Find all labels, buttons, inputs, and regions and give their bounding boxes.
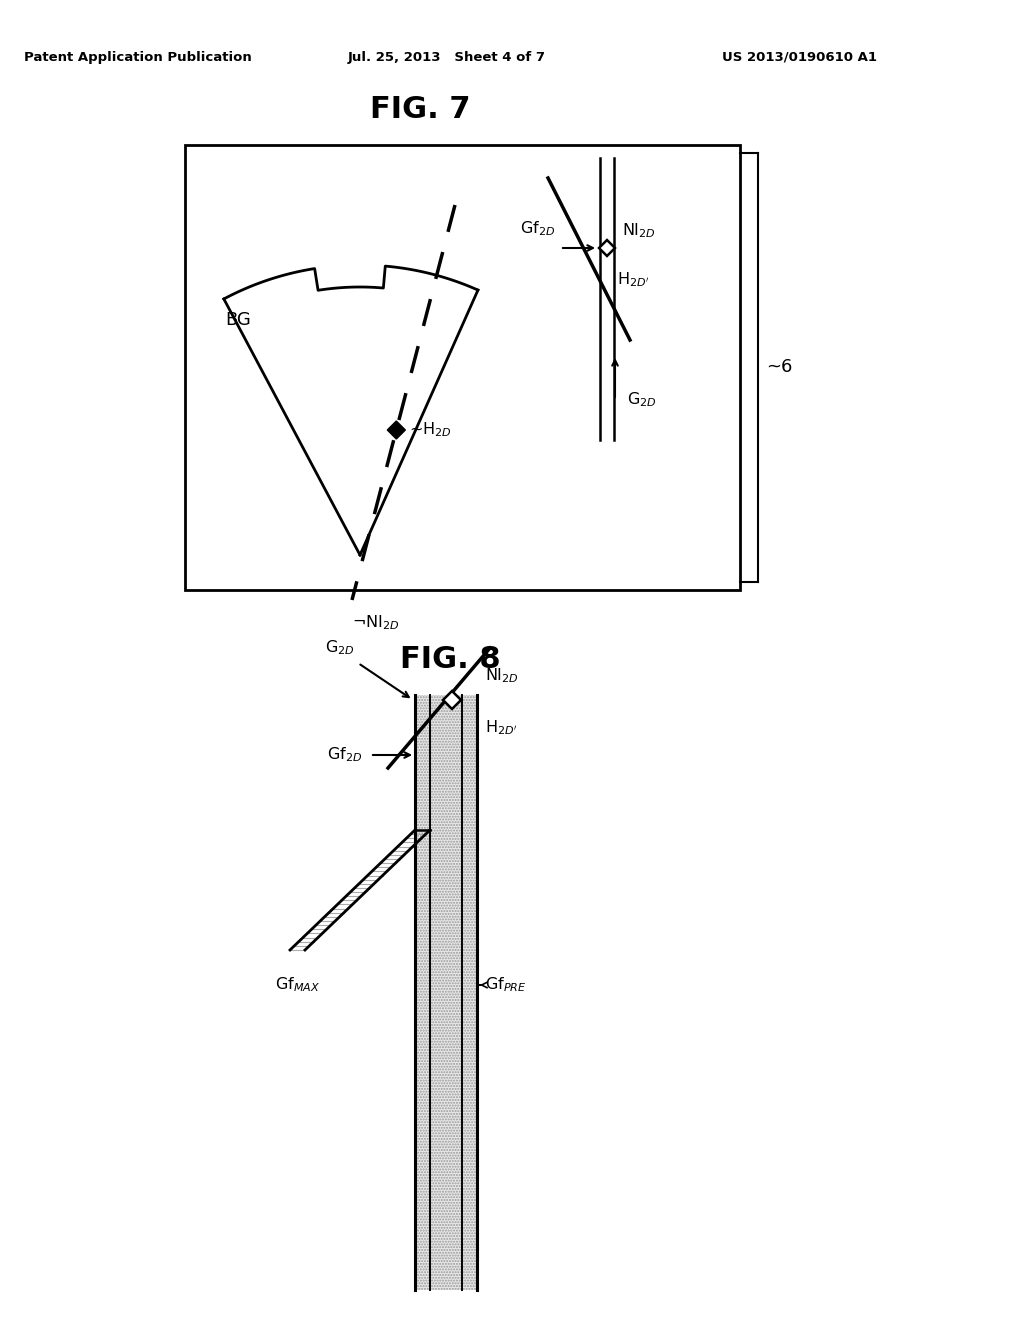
Text: US 2013/0190610 A1: US 2013/0190610 A1 bbox=[723, 50, 878, 63]
Text: $\neg$NI$_{2D}$: $\neg$NI$_{2D}$ bbox=[352, 612, 399, 632]
Text: Jul. 25, 2013   Sheet 4 of 7: Jul. 25, 2013 Sheet 4 of 7 bbox=[348, 50, 546, 63]
Text: H$_{2D'}$: H$_{2D'}$ bbox=[617, 271, 650, 289]
Text: G$_{2D}$: G$_{2D}$ bbox=[325, 639, 354, 657]
Bar bbox=[415, 696, 477, 1290]
Text: Patent Application Publication: Patent Application Publication bbox=[25, 50, 252, 63]
Polygon shape bbox=[443, 690, 461, 709]
Text: Gf$_{PRE}$: Gf$_{PRE}$ bbox=[485, 975, 526, 994]
Text: ~6: ~6 bbox=[766, 359, 793, 376]
Polygon shape bbox=[599, 240, 615, 256]
Text: NI$_{2D}$: NI$_{2D}$ bbox=[622, 222, 656, 240]
Bar bbox=[185, 145, 740, 590]
Polygon shape bbox=[387, 421, 406, 440]
Text: H$_{2D'}$: H$_{2D'}$ bbox=[485, 718, 518, 737]
Text: Gf$_{MAX}$: Gf$_{MAX}$ bbox=[275, 975, 321, 994]
Text: BG: BG bbox=[225, 312, 251, 329]
Text: ~H$_{2D}$: ~H$_{2D}$ bbox=[410, 421, 452, 440]
Text: FIG. 7: FIG. 7 bbox=[370, 95, 470, 124]
Text: Gf$_{2D}$: Gf$_{2D}$ bbox=[519, 219, 555, 238]
Text: NI$_{2D}$: NI$_{2D}$ bbox=[485, 667, 519, 685]
Text: G$_{2D}$: G$_{2D}$ bbox=[627, 389, 656, 409]
Text: Gf$_{2D}$: Gf$_{2D}$ bbox=[327, 746, 362, 764]
Text: FIG. 8: FIG. 8 bbox=[399, 645, 501, 675]
